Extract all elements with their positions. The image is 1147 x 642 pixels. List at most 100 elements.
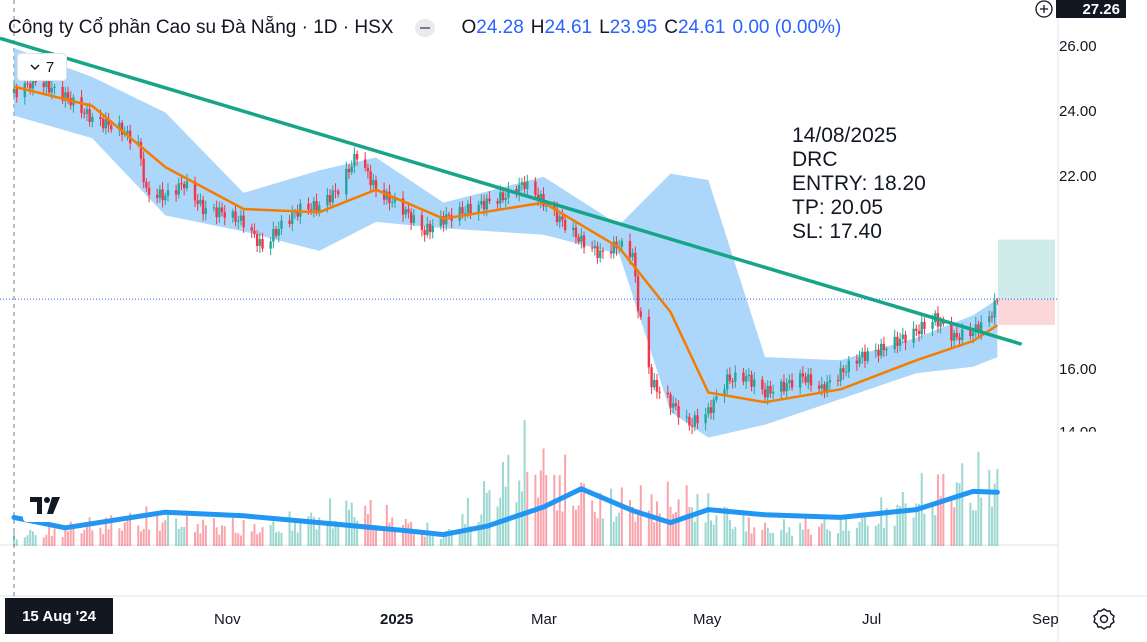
volume-bar	[272, 521, 275, 546]
candle-body	[185, 181, 189, 189]
volume-bar	[375, 526, 378, 546]
candle-body	[237, 220, 240, 222]
candle-body	[809, 374, 813, 386]
symbol-title[interactable]: Công ty Cổ phần Cao su Đà Nẵng · 1D · HS…	[8, 17, 394, 38]
candle-body	[158, 189, 162, 198]
candle-body	[690, 425, 694, 427]
volume-bar	[691, 507, 694, 546]
low-label: L	[599, 17, 610, 38]
volume-bar	[545, 475, 548, 546]
candle-body	[780, 381, 783, 392]
candle-body	[555, 208, 559, 222]
volume-bar	[450, 529, 453, 546]
candle-body	[671, 403, 675, 408]
volume-bar	[61, 537, 64, 546]
volume-bar	[388, 522, 391, 546]
candle-body	[277, 228, 280, 236]
candle-body	[366, 167, 370, 172]
candle-body	[309, 209, 313, 211]
volume-bar	[977, 451, 980, 546]
volume-bar	[847, 530, 850, 546]
volume-bar	[326, 522, 329, 546]
volume-bar	[769, 532, 772, 546]
volume-bar	[990, 506, 993, 546]
candle-body	[253, 230, 256, 235]
candle-body	[744, 375, 748, 382]
volume-bar	[615, 516, 618, 546]
volume-bar	[728, 520, 731, 546]
hide-legend-button[interactable]	[415, 19, 436, 37]
position-tool[interactable]	[998, 239, 1055, 325]
candle-body	[423, 229, 426, 235]
volume-bar	[237, 533, 240, 546]
candle-body	[42, 82, 45, 88]
volume-bar	[958, 483, 961, 546]
volume-bar	[801, 529, 804, 546]
gear-icon[interactable]	[1092, 607, 1116, 631]
volume-bar	[950, 500, 953, 546]
candle-body	[139, 141, 143, 159]
candle-body	[882, 343, 886, 351]
close-label: C	[664, 17, 678, 38]
candle-body	[31, 76, 35, 89]
volume-bar	[710, 520, 713, 546]
volume-bar	[520, 491, 523, 546]
candle-body	[501, 192, 505, 201]
candle-body	[307, 203, 310, 210]
volume-bar	[866, 525, 869, 546]
volume-bar	[469, 526, 472, 546]
volume-bar	[221, 525, 224, 546]
volume-bar	[67, 531, 70, 546]
volume-bar	[923, 513, 926, 546]
tradingview-logo-icon[interactable]	[23, 488, 69, 522]
candle-body	[961, 329, 964, 340]
candle-body	[577, 237, 580, 242]
candle-body	[507, 189, 510, 198]
volume-bar	[523, 419, 526, 546]
candle-body	[742, 372, 745, 382]
candle-body	[326, 194, 329, 206]
candle-body	[650, 367, 653, 388]
candle-body	[177, 183, 180, 195]
volume-bar	[50, 535, 53, 546]
candle-body	[817, 385, 821, 389]
volume-bar	[942, 473, 945, 546]
volume-bar	[904, 503, 907, 546]
candle-body	[193, 181, 197, 201]
volume-bar	[782, 519, 785, 546]
candle-body	[612, 241, 615, 254]
volume-bar	[918, 503, 921, 546]
candle-body	[517, 185, 521, 195]
open-label: O	[461, 17, 477, 38]
volume-bar	[164, 520, 167, 546]
volume-bar	[393, 531, 396, 546]
high-value: 24.61	[544, 17, 593, 38]
candle-body	[950, 323, 953, 341]
indicators-toggle-button[interactable]: 7	[17, 53, 67, 81]
volume-bar	[80, 533, 83, 546]
volume-bar	[142, 528, 145, 546]
candle-body	[558, 216, 561, 222]
volume-bar	[823, 516, 826, 546]
volume-bar	[369, 499, 372, 546]
candle-body	[463, 213, 467, 215]
volume-bar	[912, 517, 915, 546]
candle-body	[204, 208, 208, 215]
volume-bar	[669, 506, 672, 546]
candle-body	[426, 223, 429, 235]
trendline[interactable]	[0, 36, 1023, 346]
trade-note[interactable]: 14/08/2025 DRC ENTRY: 18.20 TP: 20.05 SL…	[792, 124, 926, 244]
volume-bar	[234, 532, 237, 546]
volume-bar	[658, 513, 661, 546]
candle-body	[447, 214, 451, 216]
candle-body	[26, 83, 29, 85]
time-tick: Nov	[214, 611, 241, 628]
plus-circle-icon[interactable]	[1032, 0, 1056, 20]
candle-body	[161, 189, 164, 201]
candle-body	[350, 166, 353, 173]
volume-bar	[442, 534, 445, 546]
volume-bar	[185, 510, 188, 546]
volume-bar	[161, 522, 164, 546]
volume-bar	[139, 531, 142, 546]
